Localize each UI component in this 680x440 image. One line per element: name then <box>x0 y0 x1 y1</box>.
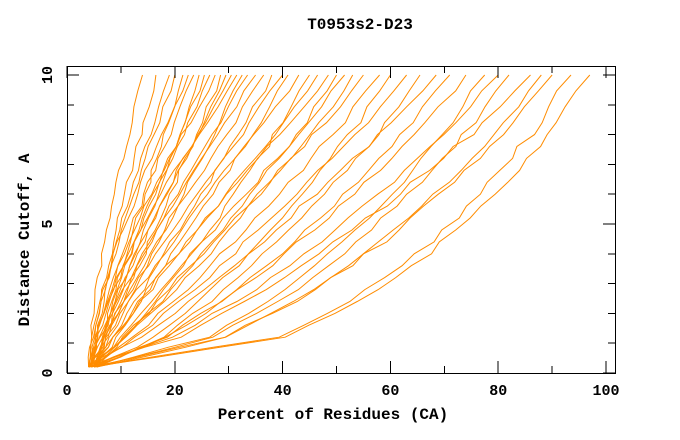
model-curve <box>96 74 421 368</box>
x-tick-label: 60 <box>381 383 399 400</box>
model-curve <box>90 74 300 368</box>
x-tick-label: 100 <box>592 383 619 400</box>
model-curve <box>96 74 542 368</box>
model-curve <box>96 74 232 368</box>
plot-frame <box>67 66 616 374</box>
model-curve <box>88 74 467 368</box>
x-tick-label: 20 <box>166 383 184 400</box>
model-curve <box>90 74 238 368</box>
axes-frame-and-ticks <box>66 66 616 374</box>
model-curve <box>88 74 591 368</box>
model-curve <box>93 74 345 368</box>
model-curve <box>88 74 531 368</box>
model-curve <box>93 74 170 368</box>
model-curve <box>87 74 176 368</box>
model-curve <box>91 74 499 368</box>
model-curve <box>96 74 364 368</box>
y-tick-label: 5 <box>40 219 57 228</box>
model-curve <box>93 74 572 368</box>
model-curves-group <box>87 74 591 368</box>
x-tick-label: 80 <box>489 383 507 400</box>
model-curve <box>91 74 553 368</box>
model-curve <box>96 74 184 368</box>
y-axis-label: Distance Cutoff, A <box>16 153 34 326</box>
model-curve <box>93 74 451 368</box>
model-curve <box>93 74 243 368</box>
model-curve <box>96 74 486 368</box>
y-tick-label: 10 <box>40 66 57 84</box>
model-curve <box>93 74 510 368</box>
model-curve <box>88 74 189 368</box>
model-curve <box>88 74 283 368</box>
x-axis-label: Percent of Residues (CA) <box>218 406 448 424</box>
model-curve <box>91 74 380 368</box>
y-tick-label: 0 <box>40 368 57 377</box>
model-curve <box>91 74 437 368</box>
model-curve <box>88 74 205 368</box>
x-tick-label: 0 <box>62 383 71 400</box>
model-curve <box>88 74 407 368</box>
tick-labels-group: 0 20 40 60 80 100 0 5 10 <box>40 66 620 400</box>
model-curve <box>90 74 216 368</box>
model-curve <box>96 74 329 368</box>
model-curve <box>90 74 265 368</box>
model-curve <box>93 74 273 368</box>
chart-title: T0953s2-D23 <box>307 16 413 34</box>
x-tick-label: 40 <box>274 383 292 400</box>
model-curve <box>90 74 337 368</box>
model-curve <box>96 74 257 368</box>
model-curve <box>93 74 391 368</box>
model-curve <box>88 74 143 368</box>
model-curve <box>88 74 354 368</box>
